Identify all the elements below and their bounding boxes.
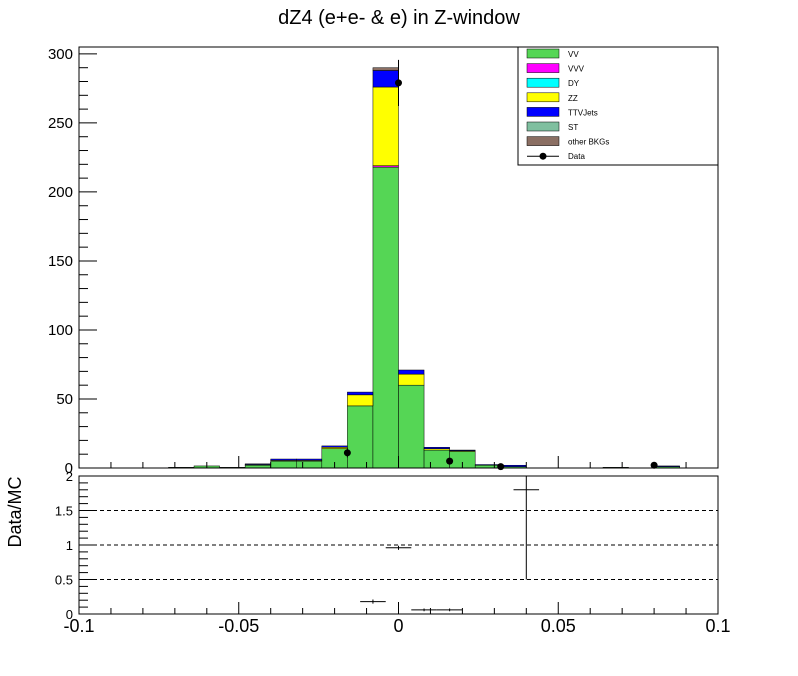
x-tick-label: 0.05 xyxy=(541,616,576,636)
y-tick-label: 150 xyxy=(48,253,73,270)
bar-vv-10 xyxy=(423,449,450,469)
x-tick-label: 0 xyxy=(393,616,403,636)
bar-ttvjets-7 xyxy=(347,391,374,396)
bar-ttvjets-8 xyxy=(372,70,399,88)
legend-label: DY xyxy=(568,79,580,88)
data-point xyxy=(395,79,402,87)
ratio-ylabel: Data/MC xyxy=(5,476,25,547)
y-tick-label: 0 xyxy=(65,460,73,477)
bar-ttvjets-9 xyxy=(398,369,425,375)
legend-label: TTVJets xyxy=(568,108,598,117)
legend-label: VVV xyxy=(568,65,585,74)
bar-ttvjets-4 xyxy=(270,458,297,461)
bar-ttvjets-5 xyxy=(296,458,323,461)
y-tick-label: 200 xyxy=(48,184,73,201)
bar-other-bkgs-8 xyxy=(372,67,399,71)
ratio-y-tick-label: 1.5 xyxy=(55,504,73,519)
legend-swatch xyxy=(526,63,560,73)
legend-swatch xyxy=(526,136,560,146)
y-tick-label: 250 xyxy=(48,115,73,132)
legend-label: Data xyxy=(568,152,585,161)
x-tick-label: 0.1 xyxy=(705,616,730,636)
x-tick-label: -0.1 xyxy=(63,616,94,636)
data-point xyxy=(446,457,454,465)
data-point xyxy=(343,449,351,457)
bar-vv-9 xyxy=(398,384,425,469)
legend-data-marker xyxy=(539,152,547,160)
legend-swatch xyxy=(526,121,560,132)
chart-title: dZ4 (e+e- & e) in Z-window xyxy=(278,7,520,29)
legend-swatch xyxy=(526,77,560,88)
y-tick-label: 100 xyxy=(48,322,73,339)
bar-ttvjets-12 xyxy=(474,464,501,466)
x-tick-label: -0.05 xyxy=(218,616,259,636)
bar-vv-7 xyxy=(347,405,374,469)
bar-ttvjets-10 xyxy=(423,447,450,449)
bar-ttvjets-6 xyxy=(321,445,348,448)
bar-vv-8 xyxy=(372,166,399,469)
legend-swatch xyxy=(526,48,560,59)
legend-label: ZZ xyxy=(568,94,578,103)
bar-vv-5 xyxy=(296,460,323,469)
ratio-y-tick-label: 2 xyxy=(66,469,73,484)
legend-label: other BKGs xyxy=(568,138,609,147)
legend-swatch xyxy=(526,107,560,117)
data-point xyxy=(497,463,505,471)
y-tick-label: 300 xyxy=(48,46,73,63)
ratio-plot: 0 0.5 1 1.5 2 -0.1 -0.05 0 0.05 0.1 xyxy=(55,469,731,636)
bar-zz-8 xyxy=(372,86,399,166)
bar-zz-7 xyxy=(347,394,374,407)
bar-ttvjets-11 xyxy=(449,449,476,451)
bar-ttvjets-13 xyxy=(500,464,527,467)
ratio-y-tick-label: 0.5 xyxy=(55,573,73,588)
bar-zz-9 xyxy=(398,373,425,386)
data-point xyxy=(650,461,658,469)
ratio-y-tick-label: 1 xyxy=(66,538,73,553)
legend-swatch xyxy=(526,92,560,103)
bar-ttvjets-3 xyxy=(244,463,271,465)
bar-ttvjets-19 xyxy=(653,465,680,467)
legend-label: VV xyxy=(568,50,579,59)
bar-vv-4 xyxy=(270,460,297,469)
ratio-y-tick-label: 0 xyxy=(66,607,73,622)
y-tick-label: 50 xyxy=(56,391,73,408)
main-plot: 0 50 100 150 200 250 300 xyxy=(48,46,719,477)
legend-label: ST xyxy=(568,123,578,132)
